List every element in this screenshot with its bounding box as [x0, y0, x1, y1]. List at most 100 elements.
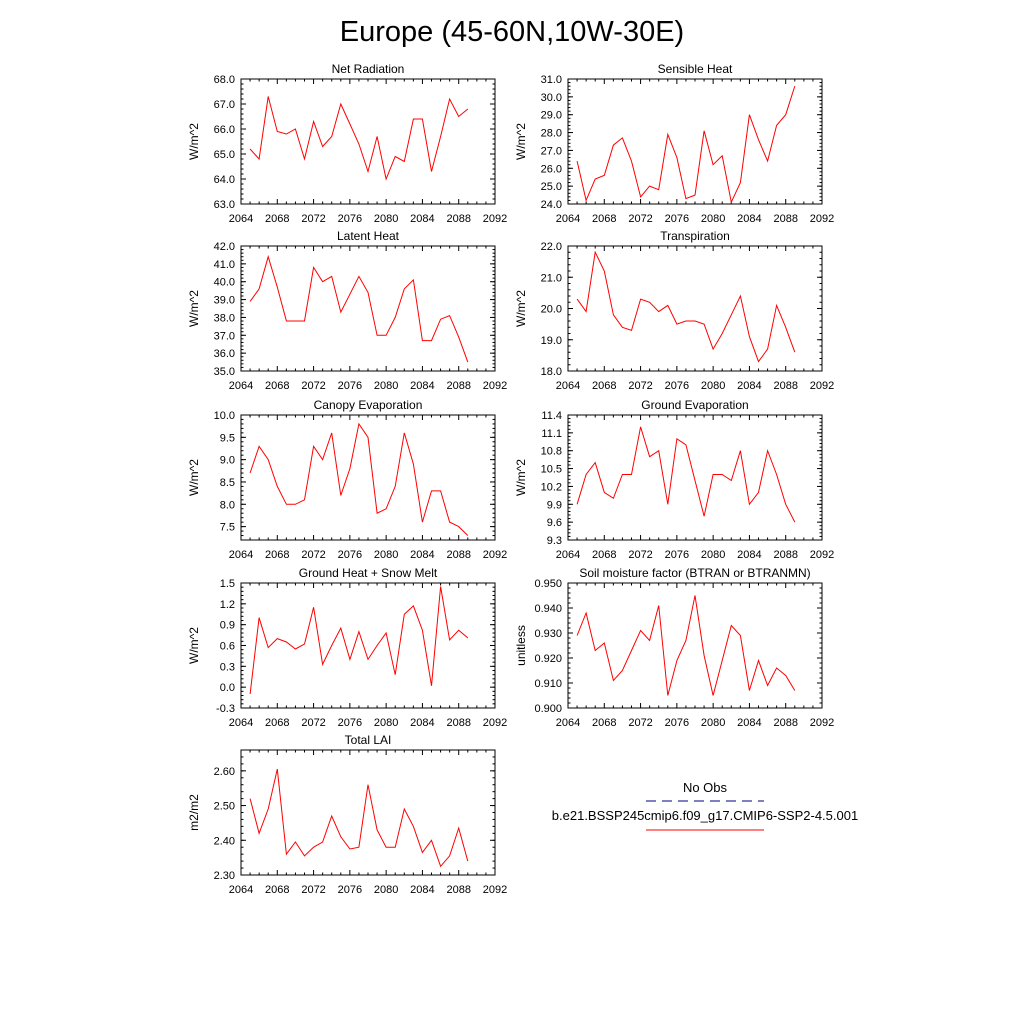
x-tick-label: 2068	[592, 549, 616, 561]
x-tick-label: 2084	[737, 213, 761, 225]
x-tick-label: 2076	[338, 884, 362, 896]
y-tick-label: 10.5	[541, 464, 562, 476]
series-line	[576, 595, 796, 696]
chart-title: Ground Heat + Snow Melt	[299, 566, 438, 580]
y-tick-label: 9.9	[547, 499, 562, 511]
series-line	[249, 768, 469, 868]
chart-panel-5: Canopy Evaporation W/m^2 2064 2068 2072 2076 2…	[187, 398, 507, 561]
x-tick-label: 2072	[628, 717, 652, 729]
y-tick-label: 0.950	[534, 578, 562, 590]
y-tick-label: 24.0	[541, 199, 562, 211]
x-tick-label: 2084	[410, 717, 434, 729]
x-tick-label: 2080	[701, 549, 725, 561]
x-tick-label: 2080	[374, 213, 398, 225]
x-tick-label: 2076	[665, 380, 689, 392]
x-tick-label: 2064	[229, 380, 253, 392]
x-tick-label: 2072	[628, 213, 652, 225]
legend: No Obs b.e21.BSSP245cmip6.f09_g17.CMIP6-…	[552, 780, 858, 831]
y-tick-label: 2.60	[214, 766, 235, 778]
chart-title: Net Radiation	[332, 62, 405, 76]
chart-panel-7: Ground Heat + Snow Melt W/m^2 2064 2068 2072…	[187, 566, 507, 729]
x-tick-label: 2076	[338, 213, 362, 225]
plot-frame	[240, 749, 496, 876]
y-tick-label: 63.0	[214, 199, 235, 211]
y-tick-label: 11.4	[541, 410, 562, 422]
chart-panel-8: Soil moisture factor (BTRAN or BTRANMN) u…	[514, 566, 834, 729]
y-tick-label: 10.2	[541, 481, 562, 493]
y-axis-label: m2/m2	[187, 794, 201, 831]
x-tick-label: 2088	[773, 549, 797, 561]
x-tick-label: 2064	[229, 717, 253, 729]
y-tick-label: 36.0	[214, 348, 235, 360]
chart-panel-1: Net Radiation W/m^2 2064 2068 2072 2076 2080 20…	[187, 62, 507, 225]
y-tick-label: 65.0	[214, 149, 235, 161]
y-tick-label: 11.1	[541, 428, 562, 440]
x-tick-label: 2092	[483, 884, 507, 896]
series-line	[249, 422, 469, 536]
chart-title: Sensible Heat	[658, 62, 733, 76]
x-tick-label: 2088	[446, 380, 470, 392]
y-tick-label: 2.30	[214, 870, 235, 882]
plot-frame	[567, 582, 823, 709]
x-tick-label: 2076	[338, 717, 362, 729]
y-tick-label: 2.50	[214, 801, 235, 813]
y-tick-label: 0.3	[220, 661, 235, 673]
chart-title: Transpiration	[660, 229, 730, 243]
plot-frame	[240, 414, 496, 541]
y-tick-label: 9.6	[547, 517, 562, 529]
x-tick-label: 2076	[665, 213, 689, 225]
y-tick-label: 64.0	[214, 174, 235, 186]
y-tick-label: 26.0	[541, 163, 562, 175]
x-tick-label: 2076	[665, 717, 689, 729]
x-tick-label: 2076	[338, 380, 362, 392]
x-tick-label: 2084	[410, 380, 434, 392]
y-tick-label: 66.0	[214, 124, 235, 136]
y-tick-label: 19.0	[541, 335, 562, 347]
x-tick-label: 2076	[665, 549, 689, 561]
x-tick-label: 2092	[810, 549, 834, 561]
y-tick-label: 68.0	[214, 74, 235, 86]
x-tick-label: 2064	[556, 213, 580, 225]
y-tick-label: 0.0	[220, 682, 235, 694]
y-tick-label: 8.5	[220, 477, 235, 489]
y-tick-label: -0.3	[216, 703, 235, 715]
x-tick-label: 2084	[410, 213, 434, 225]
x-tick-label: 2068	[265, 380, 289, 392]
y-tick-label: 0.9	[220, 620, 235, 632]
x-tick-label: 2088	[773, 213, 797, 225]
plot-frame	[567, 414, 823, 541]
y-tick-label: 22.0	[541, 241, 562, 253]
x-tick-label: 2068	[592, 717, 616, 729]
chart-panel-6: Ground Evaporation W/m^2 2064 2068 2072 2076 2…	[514, 398, 834, 561]
x-tick-label: 2068	[265, 717, 289, 729]
y-tick-label: 0.920	[534, 653, 562, 665]
y-tick-label: 29.0	[541, 110, 562, 122]
x-tick-label: 2080	[701, 717, 725, 729]
x-tick-label: 2088	[446, 717, 470, 729]
x-tick-label: 2084	[410, 549, 434, 561]
y-tick-label: 9.0	[220, 455, 235, 467]
chart-panel-3: Latent Heat W/m^2 2064 2068 2072 2076 2080 2084…	[187, 229, 507, 392]
y-tick-label: 0.930	[534, 628, 562, 640]
y-tick-label: 41.0	[214, 259, 235, 271]
x-tick-label: 2068	[592, 213, 616, 225]
x-tick-label: 2092	[483, 717, 507, 729]
y-tick-label: 18.0	[541, 366, 562, 378]
series-line	[576, 250, 796, 363]
y-tick-label: 2.40	[214, 835, 235, 847]
y-axis-label: W/m^2	[514, 123, 528, 160]
series-line	[576, 85, 796, 204]
plot-frame	[567, 78, 823, 205]
y-tick-label: 39.0	[214, 295, 235, 307]
x-tick-label: 2092	[483, 549, 507, 561]
y-tick-label: 0.910	[534, 678, 562, 690]
y-tick-label: 31.0	[541, 74, 562, 86]
x-tick-label: 2080	[374, 884, 398, 896]
x-tick-label: 2092	[483, 213, 507, 225]
x-tick-label: 2080	[701, 380, 725, 392]
x-tick-label: 2080	[374, 380, 398, 392]
x-tick-label: 2088	[773, 717, 797, 729]
y-tick-label: 10.8	[541, 446, 562, 458]
chart-panel-4: Transpiration W/m^2 2064 2068 2072 2076 2080 20…	[514, 229, 834, 392]
